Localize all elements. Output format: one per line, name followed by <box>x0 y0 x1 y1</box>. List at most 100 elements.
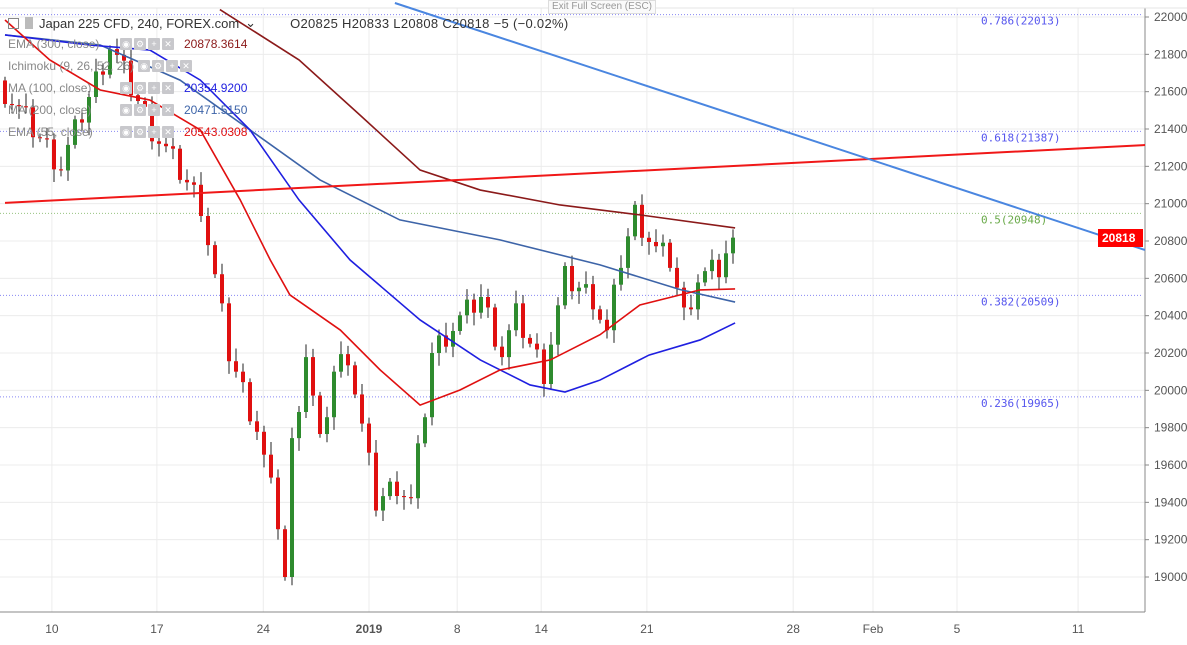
candle-body <box>332 371 336 418</box>
indicator-name[interactable]: MA (100, close) <box>8 81 92 95</box>
more-icon[interactable]: + <box>148 126 160 138</box>
indicator-row: EMA (55, close) ◉ ⚙ + ✕ 20543.0308 <box>8 121 568 143</box>
close-icon[interactable]: ✕ <box>180 60 193 72</box>
close-icon[interactable]: ✕ <box>162 126 174 138</box>
candle-body <box>647 237 651 242</box>
candle-body <box>416 443 420 499</box>
eye-icon[interactable]: ◉ <box>138 60 151 72</box>
chevron-down-icon[interactable]: ⌄ <box>245 15 257 30</box>
candle-body <box>402 495 406 498</box>
indicator-value: 20878.3614 <box>184 37 248 51</box>
candle-body <box>325 417 329 435</box>
close-icon[interactable]: ✕ <box>162 82 174 94</box>
candle-body <box>360 394 364 424</box>
candle-body <box>199 184 203 216</box>
candle-body <box>409 497 413 499</box>
candle-body <box>31 107 35 138</box>
candle-body <box>206 215 210 246</box>
collapse-icon[interactable] <box>8 17 19 29</box>
eye-icon[interactable]: ◉ <box>120 82 132 94</box>
eye-icon[interactable]: ◉ <box>120 38 132 50</box>
gear-icon[interactable]: ⚙ <box>134 104 146 116</box>
candle-body <box>724 253 728 278</box>
candle-body <box>248 382 252 422</box>
indicator-value: 20543.0308 <box>184 125 248 139</box>
candle-body <box>262 431 266 455</box>
candle-body <box>451 330 455 347</box>
indicator-name[interactable]: EMA (55, close) <box>8 125 93 139</box>
x-tick-label: 17 <box>150 622 164 636</box>
candle-body <box>577 287 581 292</box>
more-icon[interactable]: + <box>148 38 160 50</box>
candle-body <box>269 454 273 478</box>
indicator-name[interactable]: MA (200, close) <box>8 103 92 117</box>
candle-body <box>241 371 245 383</box>
candle-body <box>227 303 231 362</box>
eye-icon[interactable]: ◉ <box>120 126 132 138</box>
y-tick-label: 19200 <box>1154 533 1187 547</box>
candle-body <box>339 354 343 372</box>
candle-body <box>94 71 98 98</box>
candle-body <box>591 284 595 310</box>
gear-icon[interactable]: ⚙ <box>134 126 146 138</box>
gear-icon[interactable]: ⚙ <box>134 82 146 94</box>
x-tick-label: Feb <box>863 622 884 636</box>
more-icon[interactable]: + <box>148 104 160 116</box>
candle-body <box>80 119 84 123</box>
candle-body <box>472 299 476 313</box>
candle-body <box>213 245 217 275</box>
symbol-flag-icon <box>25 17 33 29</box>
moving-average-line <box>4 19 736 407</box>
candle-body <box>3 80 7 104</box>
symbol-title[interactable]: Japan 225 CFD, 240, FOREX.com <box>39 15 240 31</box>
y-tick-label: 19000 <box>1154 570 1187 584</box>
candle-body <box>304 357 308 412</box>
more-icon[interactable]: + <box>166 60 179 72</box>
candle-body <box>38 137 42 139</box>
y-tick-label: 19800 <box>1154 421 1187 435</box>
x-tick-label: 24 <box>257 622 271 636</box>
gear-icon[interactable]: ⚙ <box>152 60 165 72</box>
candle-body <box>458 315 462 331</box>
candle-body <box>514 303 518 331</box>
candle-body <box>479 297 483 313</box>
close-icon[interactable]: ✕ <box>162 104 174 116</box>
x-tick-label: 2019 <box>356 622 383 636</box>
indicator-value: 20471.5150 <box>184 103 248 117</box>
indicator-name[interactable]: Ichimoku (9, 26, 52, 26) <box>8 59 135 73</box>
candle-body <box>52 139 56 170</box>
y-tick-label: 20200 <box>1154 346 1187 360</box>
more-icon[interactable]: + <box>148 82 160 94</box>
candle-body <box>45 138 49 140</box>
candle-body <box>682 287 686 308</box>
indicator-name[interactable]: EMA (300, close) <box>8 37 100 51</box>
x-tick-label: 21 <box>640 622 654 636</box>
candle-body <box>290 438 294 578</box>
candle-body <box>619 267 623 285</box>
fib-level-label: 0.382(20509) <box>981 295 1060 308</box>
y-tick-label: 19600 <box>1154 458 1187 472</box>
fib-level-label: 0.618(21387) <box>981 131 1060 144</box>
candle-body <box>129 60 133 96</box>
ohlc-readout: O20825 H20833 L20808 C20818 −5 (−0.02%) <box>290 15 569 31</box>
close-icon[interactable]: ✕ <box>162 38 174 50</box>
candle-body <box>612 284 616 331</box>
candle-body <box>710 259 714 272</box>
candle-body <box>150 106 154 142</box>
gear-icon[interactable]: ⚙ <box>134 38 146 50</box>
candle-body <box>395 481 399 496</box>
candle-body <box>185 179 189 183</box>
candle-body <box>717 259 721 278</box>
candle-body <box>10 103 14 106</box>
candle-body <box>640 204 644 238</box>
candle-body <box>507 330 511 358</box>
candle-body <box>549 344 553 384</box>
candle-body <box>353 365 357 395</box>
eye-icon[interactable]: ◉ <box>120 104 132 116</box>
candle-body <box>486 297 490 308</box>
x-tick-label: 10 <box>45 622 59 636</box>
candle-body <box>570 266 574 292</box>
y-tick-label: 21000 <box>1154 197 1187 211</box>
